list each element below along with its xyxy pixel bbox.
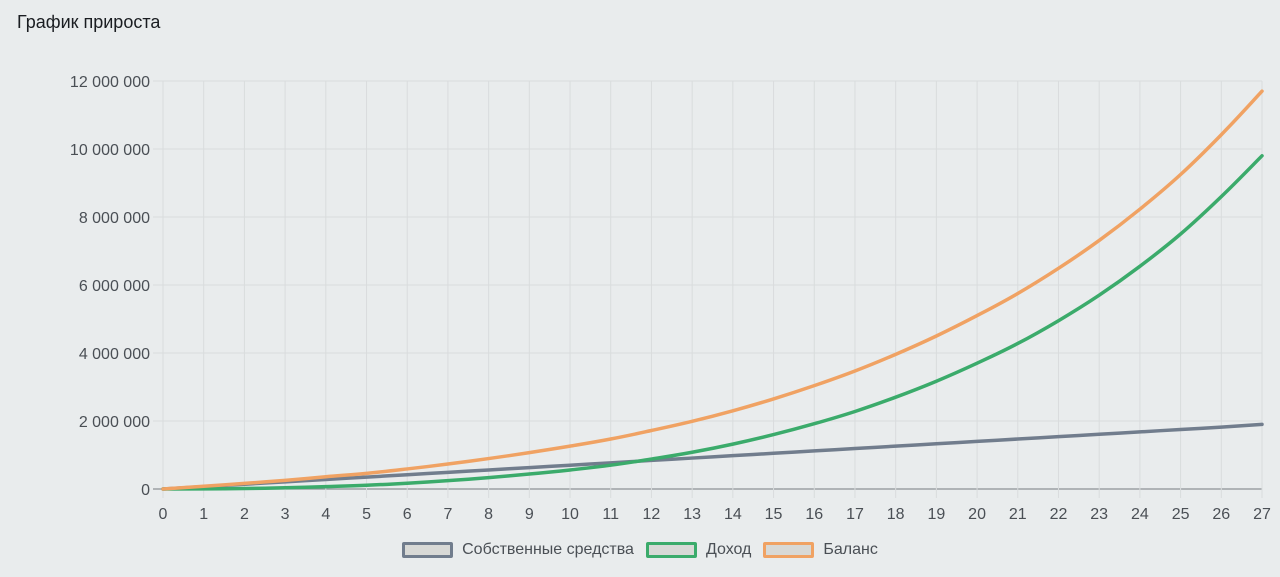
series-line-own-funds bbox=[161, 422, 1264, 491]
legend-item-balance[interactable]: Баланс bbox=[763, 541, 878, 559]
x-tick-label: 7 bbox=[443, 506, 452, 523]
legend-label: Собственные средства bbox=[462, 541, 634, 558]
legend-swatch bbox=[645, 542, 697, 558]
series-line-income bbox=[161, 154, 1264, 491]
x-tick-label: 12 bbox=[643, 506, 661, 523]
y-tick-label: 8 000 000 bbox=[79, 210, 150, 227]
y-tick-label: 10 000 000 bbox=[70, 142, 150, 159]
x-tick-label: 26 bbox=[1212, 506, 1230, 523]
legend-swatch bbox=[402, 542, 454, 558]
x-tick-label: 10 bbox=[561, 506, 579, 523]
legend-item-income[interactable]: Доход bbox=[645, 541, 752, 559]
x-tick-label: 20 bbox=[968, 506, 986, 523]
x-tick-label: 0 bbox=[159, 506, 168, 523]
x-tick-label: 18 bbox=[887, 506, 905, 523]
x-tick-label: 21 bbox=[1009, 506, 1027, 523]
x-tick-label: 25 bbox=[1172, 506, 1190, 523]
x-tick-label: 19 bbox=[927, 506, 945, 523]
x-tick-label: 23 bbox=[1090, 506, 1108, 523]
y-tick-label: 2 000 000 bbox=[79, 414, 150, 431]
x-tick-label: 27 bbox=[1253, 506, 1271, 523]
x-tick-label: 1 bbox=[199, 506, 208, 523]
y-tick-label: 6 000 000 bbox=[79, 278, 150, 295]
x-tick-label: 5 bbox=[362, 506, 371, 523]
x-tick-label: 15 bbox=[765, 506, 783, 523]
x-tick-label: 13 bbox=[683, 506, 701, 523]
legend-label: Баланс bbox=[823, 541, 878, 558]
x-tick-label: 9 bbox=[525, 506, 534, 523]
chart-title: График прироста bbox=[17, 12, 161, 32]
series-line-balance bbox=[161, 89, 1264, 491]
x-tick-label: 11 bbox=[602, 506, 619, 523]
legend-item-own-funds[interactable]: Собственные средства bbox=[402, 541, 634, 559]
x-tick-label: 4 bbox=[321, 506, 330, 523]
x-tick-label: 6 bbox=[403, 506, 412, 523]
x-tick-label: 3 bbox=[281, 506, 290, 523]
y-axis-ticks: 0 2 000 000 4 000 000 6 000 000 8 000 000 10 … bbox=[70, 74, 150, 499]
grid-lines bbox=[153, 80, 1263, 498]
x-tick-label: 2 bbox=[240, 506, 249, 523]
y-tick-label: 4 000 000 bbox=[79, 346, 150, 363]
x-tick-label: 24 bbox=[1131, 506, 1149, 523]
x-tick-label: 17 bbox=[846, 506, 864, 523]
y-tick-label: 0 bbox=[141, 482, 150, 499]
legend-label: Доход bbox=[705, 541, 752, 558]
x-axis-ticks: 0 1 2 3 4 5 6 7 8 9 10 11 12 13 14 15 16 17 18 19 20 21 22 23 24… bbox=[159, 506, 1271, 523]
legend-swatch bbox=[763, 542, 815, 558]
x-tick-label: 16 bbox=[805, 506, 823, 523]
x-tick-label: 22 bbox=[1050, 506, 1068, 523]
x-tick-label: 8 bbox=[484, 506, 493, 523]
y-tick-label: 12 000 000 bbox=[70, 74, 150, 91]
x-tick-label: 14 bbox=[724, 506, 742, 523]
series-lines bbox=[161, 89, 1264, 491]
chart-legend: Собственные средства Доход Баланс bbox=[0, 541, 1280, 559]
